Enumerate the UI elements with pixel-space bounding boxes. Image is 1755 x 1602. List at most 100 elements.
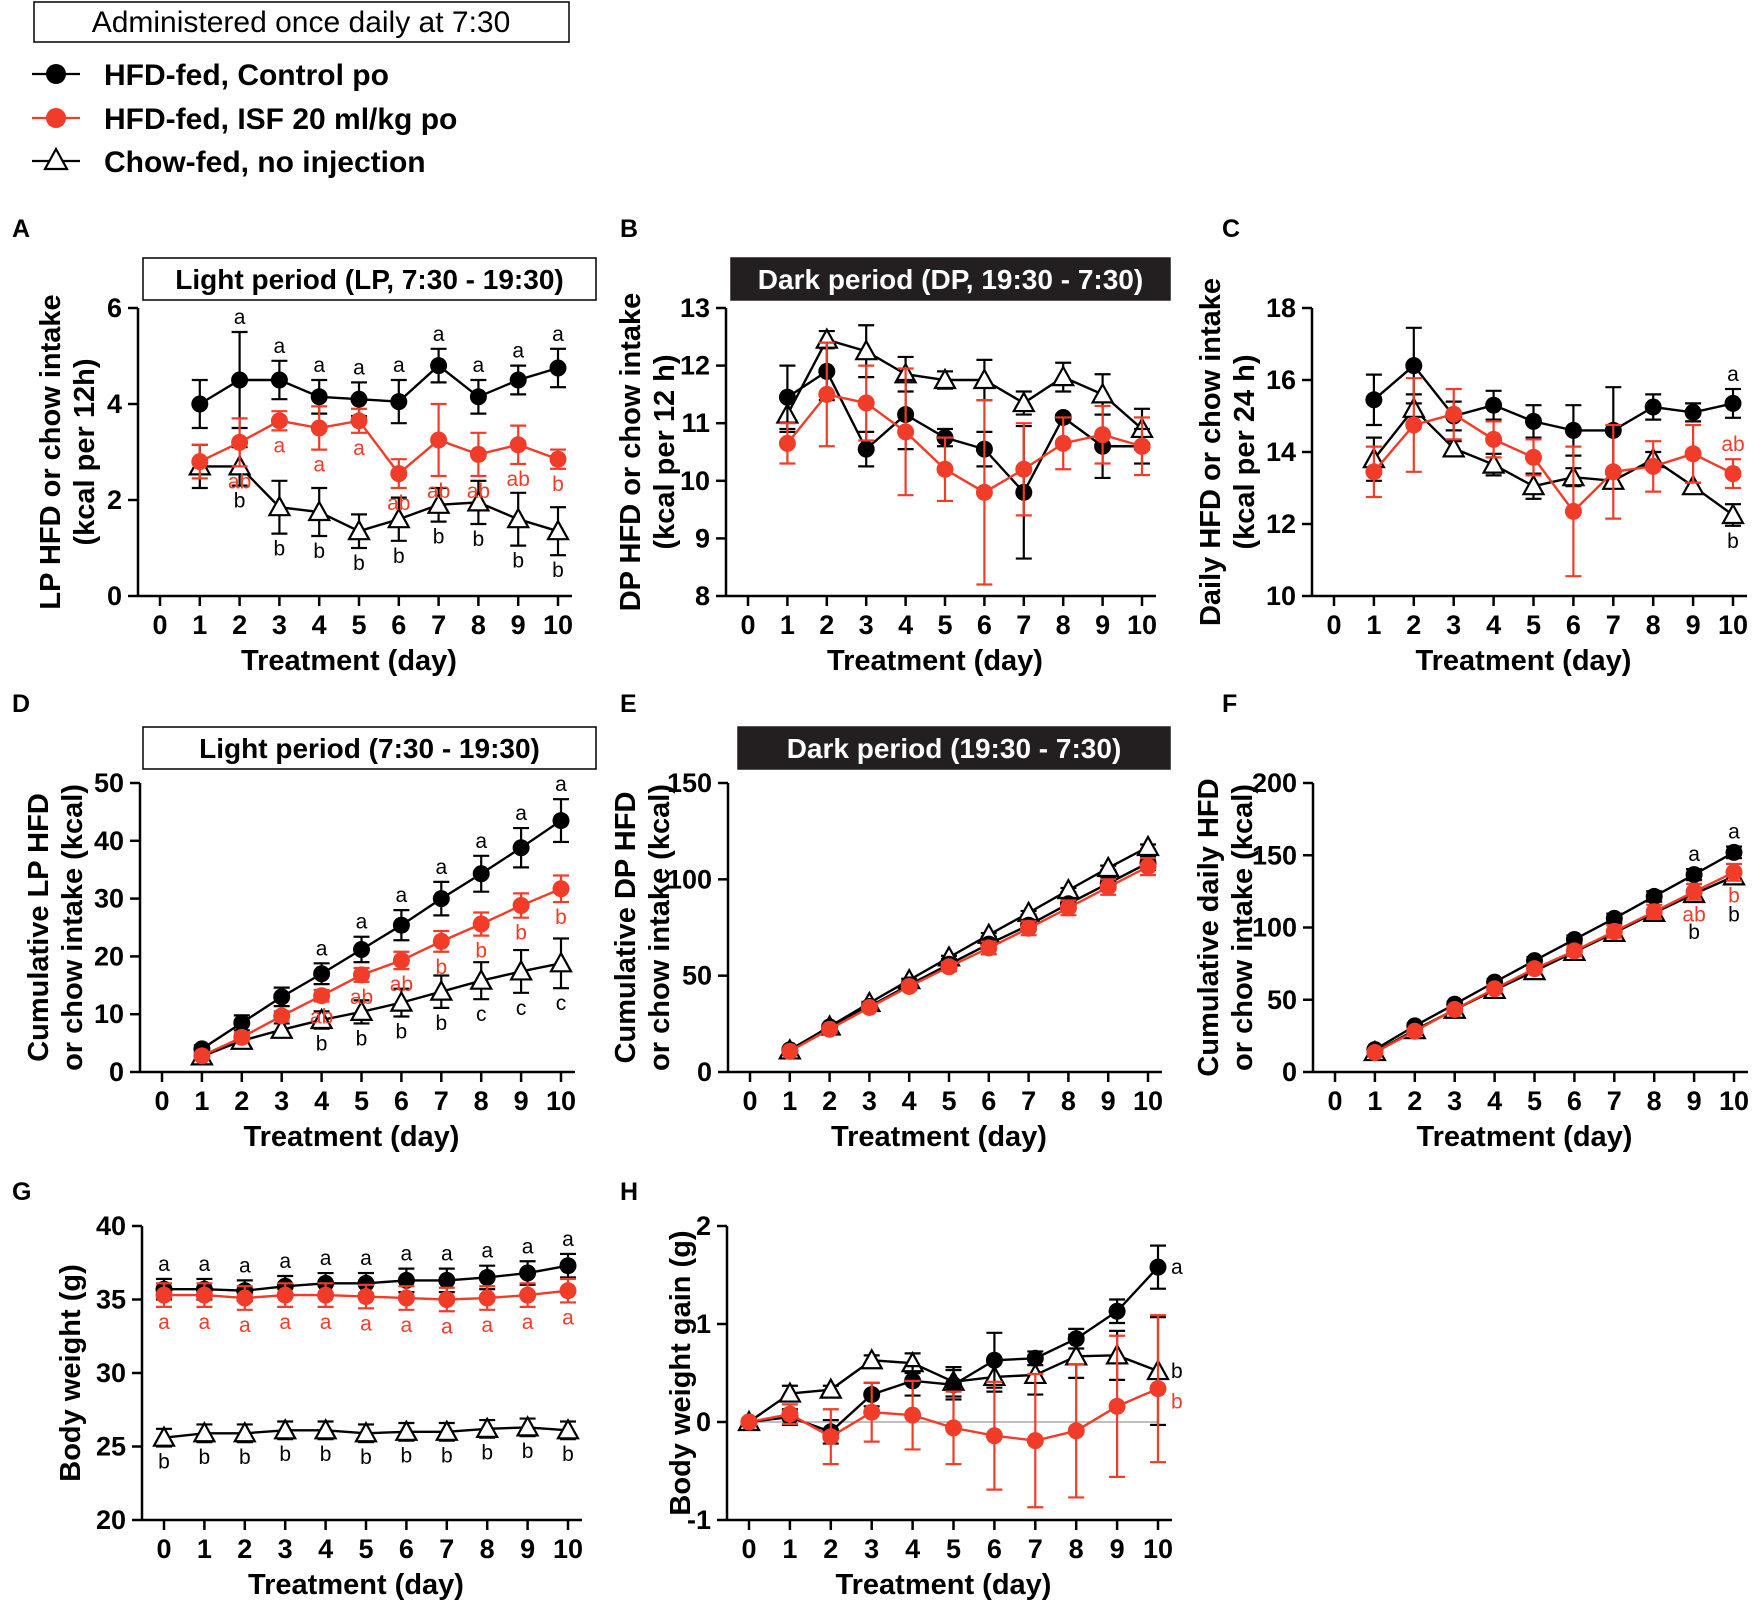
significance-letter: b xyxy=(515,922,527,945)
significance-letter: b xyxy=(199,1446,211,1469)
data-point xyxy=(556,1418,580,1440)
data-point xyxy=(1485,396,1503,414)
data-point xyxy=(1067,1422,1085,1440)
panel-label: A xyxy=(12,215,30,243)
data-point xyxy=(1725,863,1743,881)
y-tick-label: 35 xyxy=(96,1285,126,1315)
x-tick-label: 3 xyxy=(1446,610,1461,640)
x-tick-label: 9 xyxy=(520,1534,535,1564)
y-tick-label: 13 xyxy=(680,293,710,323)
data-point xyxy=(1108,1397,1126,1415)
x-tick-label: 6 xyxy=(394,1086,409,1116)
y-tick-label: 0 xyxy=(109,1057,124,1087)
significance-letter: b xyxy=(433,526,445,549)
x-tick-label: 7 xyxy=(1028,1534,1043,1564)
significance-letter: b xyxy=(473,528,485,551)
x-tick-label: 0 xyxy=(154,1086,169,1116)
x-tick-label: 8 xyxy=(1069,1534,1084,1564)
significance-letter: b xyxy=(555,906,567,929)
data-point xyxy=(945,1419,962,1437)
x-tick-label: 9 xyxy=(1110,1534,1125,1564)
data-point xyxy=(740,1413,758,1431)
x-tick-label: 0 xyxy=(156,1534,171,1564)
significance-letter: a xyxy=(552,323,564,346)
x-tick-label: 3 xyxy=(864,1534,879,1564)
data-point xyxy=(1441,436,1466,458)
x-tick-label: 3 xyxy=(1447,1086,1462,1116)
significance-letter: a xyxy=(522,1235,534,1258)
data-point xyxy=(897,423,915,441)
series-line xyxy=(786,369,1142,495)
series-chow: b b b b b b b b b xyxy=(187,443,570,582)
y-axis-label: Body weight (g) xyxy=(55,1264,87,1481)
data-point xyxy=(1059,899,1077,917)
x-tick-label: 4 xyxy=(312,610,327,640)
series-chow: b xyxy=(1362,393,1745,553)
significance-letter: b xyxy=(320,1443,332,1466)
significance-letter: a xyxy=(1688,843,1700,866)
data-point xyxy=(350,412,368,430)
data-point xyxy=(1644,398,1662,416)
significance-letter: a xyxy=(320,1311,332,1334)
y-tick-label: 8 xyxy=(695,581,710,611)
data-point xyxy=(859,1347,884,1370)
data-point xyxy=(778,388,796,406)
data-point xyxy=(475,1416,500,1438)
panel-label: D xyxy=(12,690,30,718)
significance-letter: a xyxy=(1171,1256,1183,1279)
data-point xyxy=(945,1376,962,1394)
data-point xyxy=(191,453,209,471)
y-tick-label: 10 xyxy=(94,999,124,1029)
x-tick-label: 10 xyxy=(1719,1086,1749,1116)
series-line xyxy=(199,419,559,476)
data-point xyxy=(353,966,370,984)
data-point xyxy=(1020,919,1038,937)
data-point xyxy=(549,951,573,973)
series-line xyxy=(789,861,1149,1051)
x-tick-label: 6 xyxy=(399,1534,414,1564)
data-point xyxy=(854,338,879,361)
significance-letter: a xyxy=(475,830,487,853)
x-tick-label: 4 xyxy=(1486,610,1501,640)
data-point xyxy=(432,932,450,950)
data-point xyxy=(354,1421,378,1443)
x-tick-label: 6 xyxy=(977,610,992,640)
x-tick-label: 2 xyxy=(237,1534,252,1564)
data-point xyxy=(1481,452,1506,474)
y-tick-label: 0 xyxy=(697,1057,712,1087)
series-line xyxy=(786,338,1143,430)
significance-letter: b xyxy=(274,538,286,561)
significance-letter: b xyxy=(313,540,325,563)
significance-letter: a xyxy=(515,802,527,825)
data-point xyxy=(1405,416,1423,434)
data-point xyxy=(438,1271,456,1289)
data-point xyxy=(350,390,368,408)
y-tick-label: 50 xyxy=(682,961,712,991)
y-axis-label: or chow intake (kcal) xyxy=(1227,784,1259,1071)
y-axis-label: Body weight gain (g) xyxy=(665,1230,697,1515)
y-tick-label: 14 xyxy=(1266,437,1296,467)
x-tick-label: 1 xyxy=(782,1086,797,1116)
series-line xyxy=(789,845,1149,1052)
x-tick-label: 8 xyxy=(1647,1086,1662,1116)
y-axis-label: Daily HFD or chow intake xyxy=(1195,278,1227,626)
significance-letter: a xyxy=(199,1311,211,1334)
significance-letter: b xyxy=(1171,1360,1183,1383)
data-point xyxy=(1685,866,1703,884)
x-axis-label: Treatment (day) xyxy=(831,1121,1047,1153)
panel-g: G 20 25 30 35 40 0 1 2 3 4 5 6 7 8 9 10 Treatment (day) Bo… xyxy=(12,1178,583,1601)
x-tick-label: 4 xyxy=(898,610,913,640)
data-point xyxy=(191,395,209,413)
significance-letter: a xyxy=(353,437,365,460)
x-tick-label: 5 xyxy=(351,610,366,640)
data-point xyxy=(469,445,487,463)
data-point xyxy=(940,958,958,976)
data-point xyxy=(1139,858,1157,876)
significance-letter: ab xyxy=(1721,433,1744,456)
legend: HFD-fed, Control po HFD-fed, ISF 20 ml/k… xyxy=(32,59,457,179)
y-tick-label: 12 xyxy=(680,351,710,381)
x-tick-label: 6 xyxy=(391,610,406,640)
